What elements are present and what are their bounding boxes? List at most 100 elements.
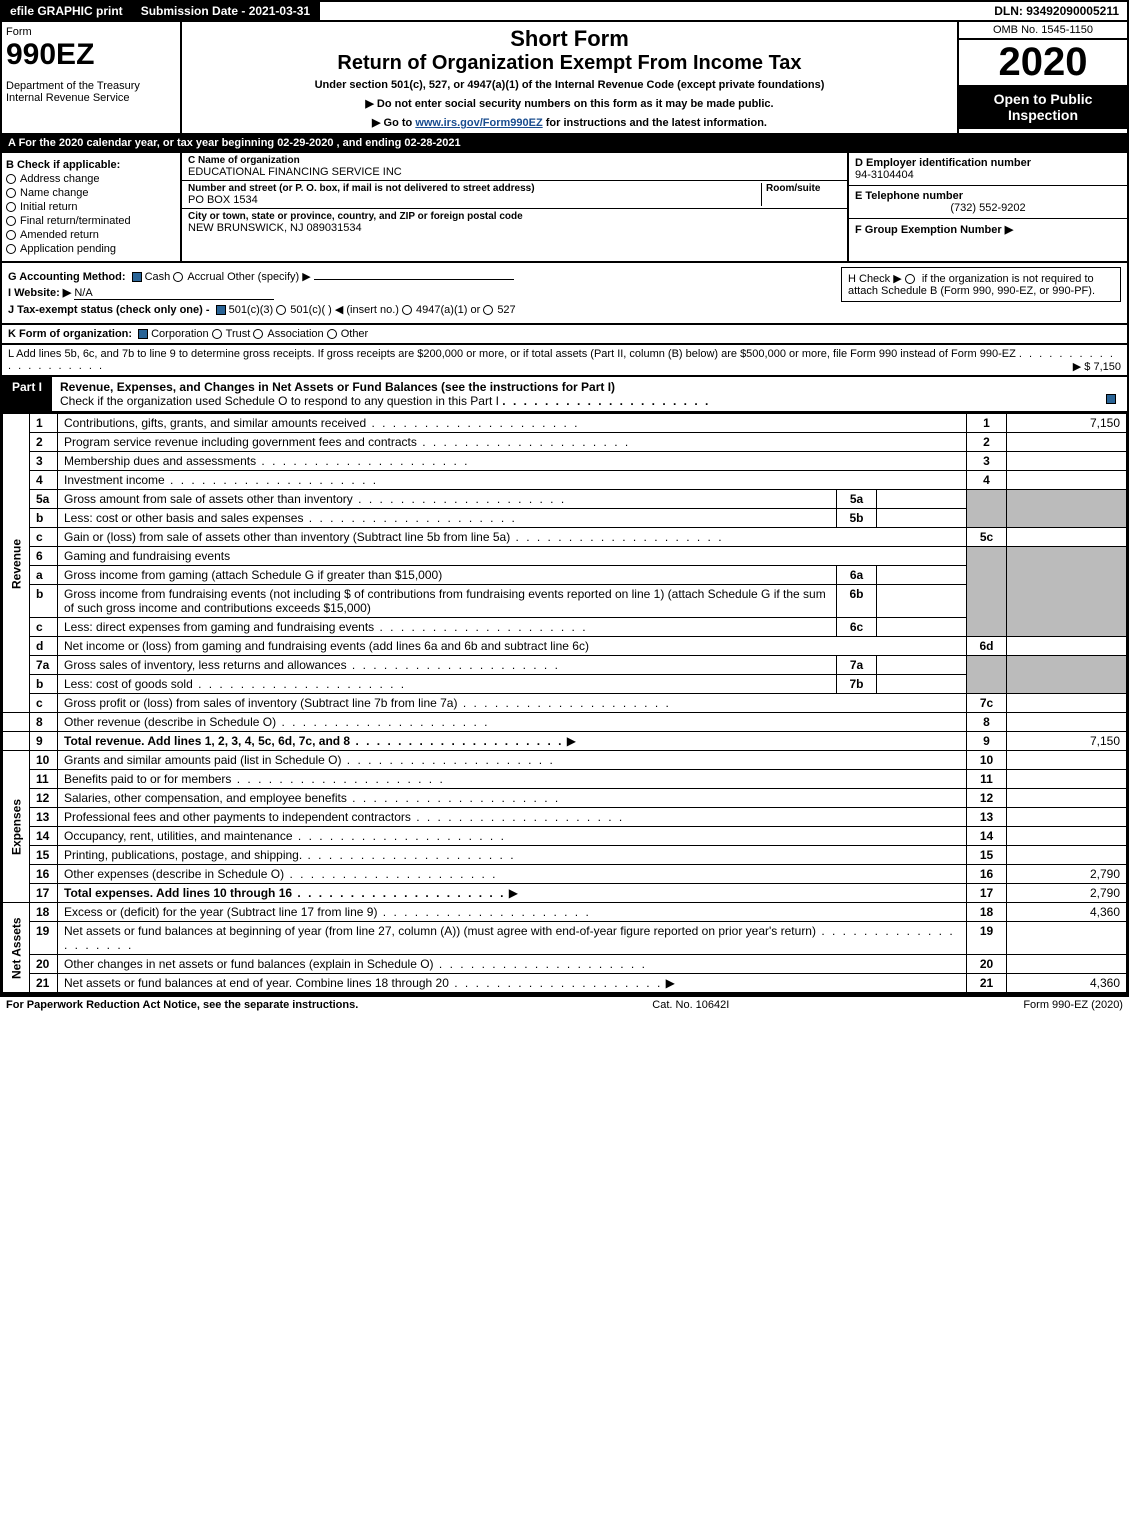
footer-mid: Cat. No. 10642I — [652, 999, 729, 1011]
j-501c-check[interactable] — [276, 305, 286, 315]
row-18-desc: Excess or (deficit) for the year (Subtra… — [64, 905, 591, 919]
form-number: 990EZ — [6, 38, 176, 72]
row-12-num: 12 — [30, 789, 58, 808]
j-501c: 501(c)( ) ◀ (insert no.) — [290, 304, 399, 316]
row-3-amt — [1007, 452, 1127, 471]
room-label: Room/suite — [761, 183, 841, 206]
row-12-desc: Salaries, other compensation, and employ… — [64, 791, 560, 805]
row-5c-amt — [1007, 528, 1127, 547]
b-item-0: Address change — [20, 173, 100, 185]
row-5b-val — [877, 509, 967, 528]
row-8-amt — [1007, 713, 1127, 732]
g-cash: Cash — [145, 271, 171, 283]
row-6c-mc: 6c — [837, 618, 877, 637]
check-pending[interactable] — [6, 244, 16, 254]
row-21-desc: Net assets or fund balances at end of ye… — [64, 976, 662, 990]
row-21-amt: 4,360 — [1007, 974, 1127, 993]
section-c-mid: C Name of organization EDUCATIONAL FINAN… — [182, 153, 847, 261]
row-6b-desc: Gross income from fundraising events (no… — [58, 585, 837, 618]
row-13-lc: 13 — [967, 808, 1007, 827]
check-amended[interactable] — [6, 230, 16, 240]
row-19-amt — [1007, 922, 1127, 955]
row-9-desc: Total revenue. Add lines 1, 2, 3, 4, 5c,… — [64, 734, 563, 748]
b-label: B Check if applicable: — [6, 159, 176, 171]
irs-link[interactable]: www.irs.gov/Form990EZ — [415, 117, 542, 129]
row-5c-lc: 5c — [967, 528, 1007, 547]
row-3-desc: Membership dues and assessments — [64, 454, 469, 468]
b-item-5: Application pending — [20, 243, 116, 255]
h-label: H Check ▶ — [848, 273, 905, 285]
k-corp-check[interactable] — [138, 329, 148, 339]
row-4-amt — [1007, 471, 1127, 490]
footer-left: For Paperwork Reduction Act Notice, see … — [6, 999, 358, 1011]
row-7-shade-amt — [1007, 656, 1127, 694]
g-other-input[interactable] — [314, 279, 514, 280]
row-12-lc: 12 — [967, 789, 1007, 808]
row-5b-desc: Less: cost or other basis and sales expe… — [64, 511, 517, 525]
row-7a-val — [877, 656, 967, 675]
website-value: N/A — [74, 287, 274, 300]
row-7b-mc: 7b — [837, 675, 877, 694]
check-initial-return[interactable] — [6, 202, 16, 212]
row-5c-num: c — [30, 528, 58, 547]
submission-date: Submission Date - 2021-03-31 — [133, 2, 320, 20]
k-other-check[interactable] — [327, 329, 337, 339]
street-value: PO BOX 1534 — [188, 194, 761, 206]
part1-check-text: Check if the organization used Schedule … — [60, 394, 499, 408]
row-17-lc: 17 — [967, 884, 1007, 903]
row-7b-num: b — [30, 675, 58, 694]
row-5a-desc: Gross amount from sale of assets other t… — [64, 492, 566, 506]
goto-suffix: for instructions and the latest informat… — [546, 117, 767, 129]
j-527-check[interactable] — [483, 305, 493, 315]
row-12-amt — [1007, 789, 1127, 808]
section-a: B Check if applicable: Address change Na… — [0, 153, 1129, 263]
period-row: A For the 2020 calendar year, or tax yea… — [0, 135, 1129, 153]
row-13-num: 13 — [30, 808, 58, 827]
row-11-amt — [1007, 770, 1127, 789]
row-14-lc: 14 — [967, 827, 1007, 846]
efile-label[interactable]: efile GRAPHIC print — [2, 2, 133, 20]
check-final-return[interactable] — [6, 216, 16, 226]
g-cash-check[interactable] — [132, 272, 142, 282]
row-20-amt — [1007, 955, 1127, 974]
j-label: J Tax-exempt status (check only one) - — [8, 304, 213, 316]
row-5a-mc: 5a — [837, 490, 877, 509]
row-15-num: 15 — [30, 846, 58, 865]
j-501c3-check[interactable] — [216, 305, 226, 315]
h-check[interactable] — [905, 274, 915, 284]
top-bar: efile GRAPHIC print Submission Date - 20… — [0, 0, 1129, 20]
row-15-desc: Printing, publications, postage, and shi… — [64, 848, 516, 862]
city-value: NEW BRUNSWICK, NJ 089031534 — [188, 222, 841, 234]
tax-year: 2020 — [959, 40, 1127, 85]
row-4-lc: 4 — [967, 471, 1007, 490]
row-5b-mc: 5b — [837, 509, 877, 528]
k-assoc-check[interactable] — [253, 329, 263, 339]
return-title: Return of Organization Exempt From Incom… — [190, 52, 949, 75]
arrow-noss: ▶ Do not enter social security numbers o… — [190, 97, 949, 110]
d-label: D Employer identification number — [855, 157, 1121, 169]
check-address-change[interactable] — [6, 174, 16, 184]
row-2-lc: 2 — [967, 433, 1007, 452]
row-17-num: 17 — [30, 884, 58, 903]
check-name-change[interactable] — [6, 188, 16, 198]
row-5a-num: 5a — [30, 490, 58, 509]
k-trust-check[interactable] — [212, 329, 222, 339]
dept-label: Department of the Treasury Internal Reve… — [6, 80, 176, 104]
row-9-num: 9 — [30, 732, 58, 751]
k-other: Other — [341, 328, 369, 340]
dln: DLN: 93492090005211 — [986, 2, 1127, 20]
side-netassets: Net Assets — [3, 903, 30, 993]
row-6-desc: Gaming and fundraising events — [58, 547, 967, 566]
row-7c-lc: 7c — [967, 694, 1007, 713]
row-8-num: 8 — [30, 713, 58, 732]
row-5a-shade — [967, 490, 1007, 528]
row-7b-val — [877, 675, 967, 694]
part1-title-text: Revenue, Expenses, and Changes in Net As… — [60, 380, 615, 394]
row-16-desc: Other expenses (describe in Schedule O) — [64, 867, 497, 881]
g-accrual-check[interactable] — [173, 272, 183, 282]
row-5a-val — [877, 490, 967, 509]
j-4947-check[interactable] — [402, 305, 412, 315]
header: Form 990EZ Department of the Treasury In… — [0, 20, 1129, 135]
part1-check[interactable] — [1106, 394, 1116, 404]
short-form-title: Short Form — [190, 26, 949, 52]
